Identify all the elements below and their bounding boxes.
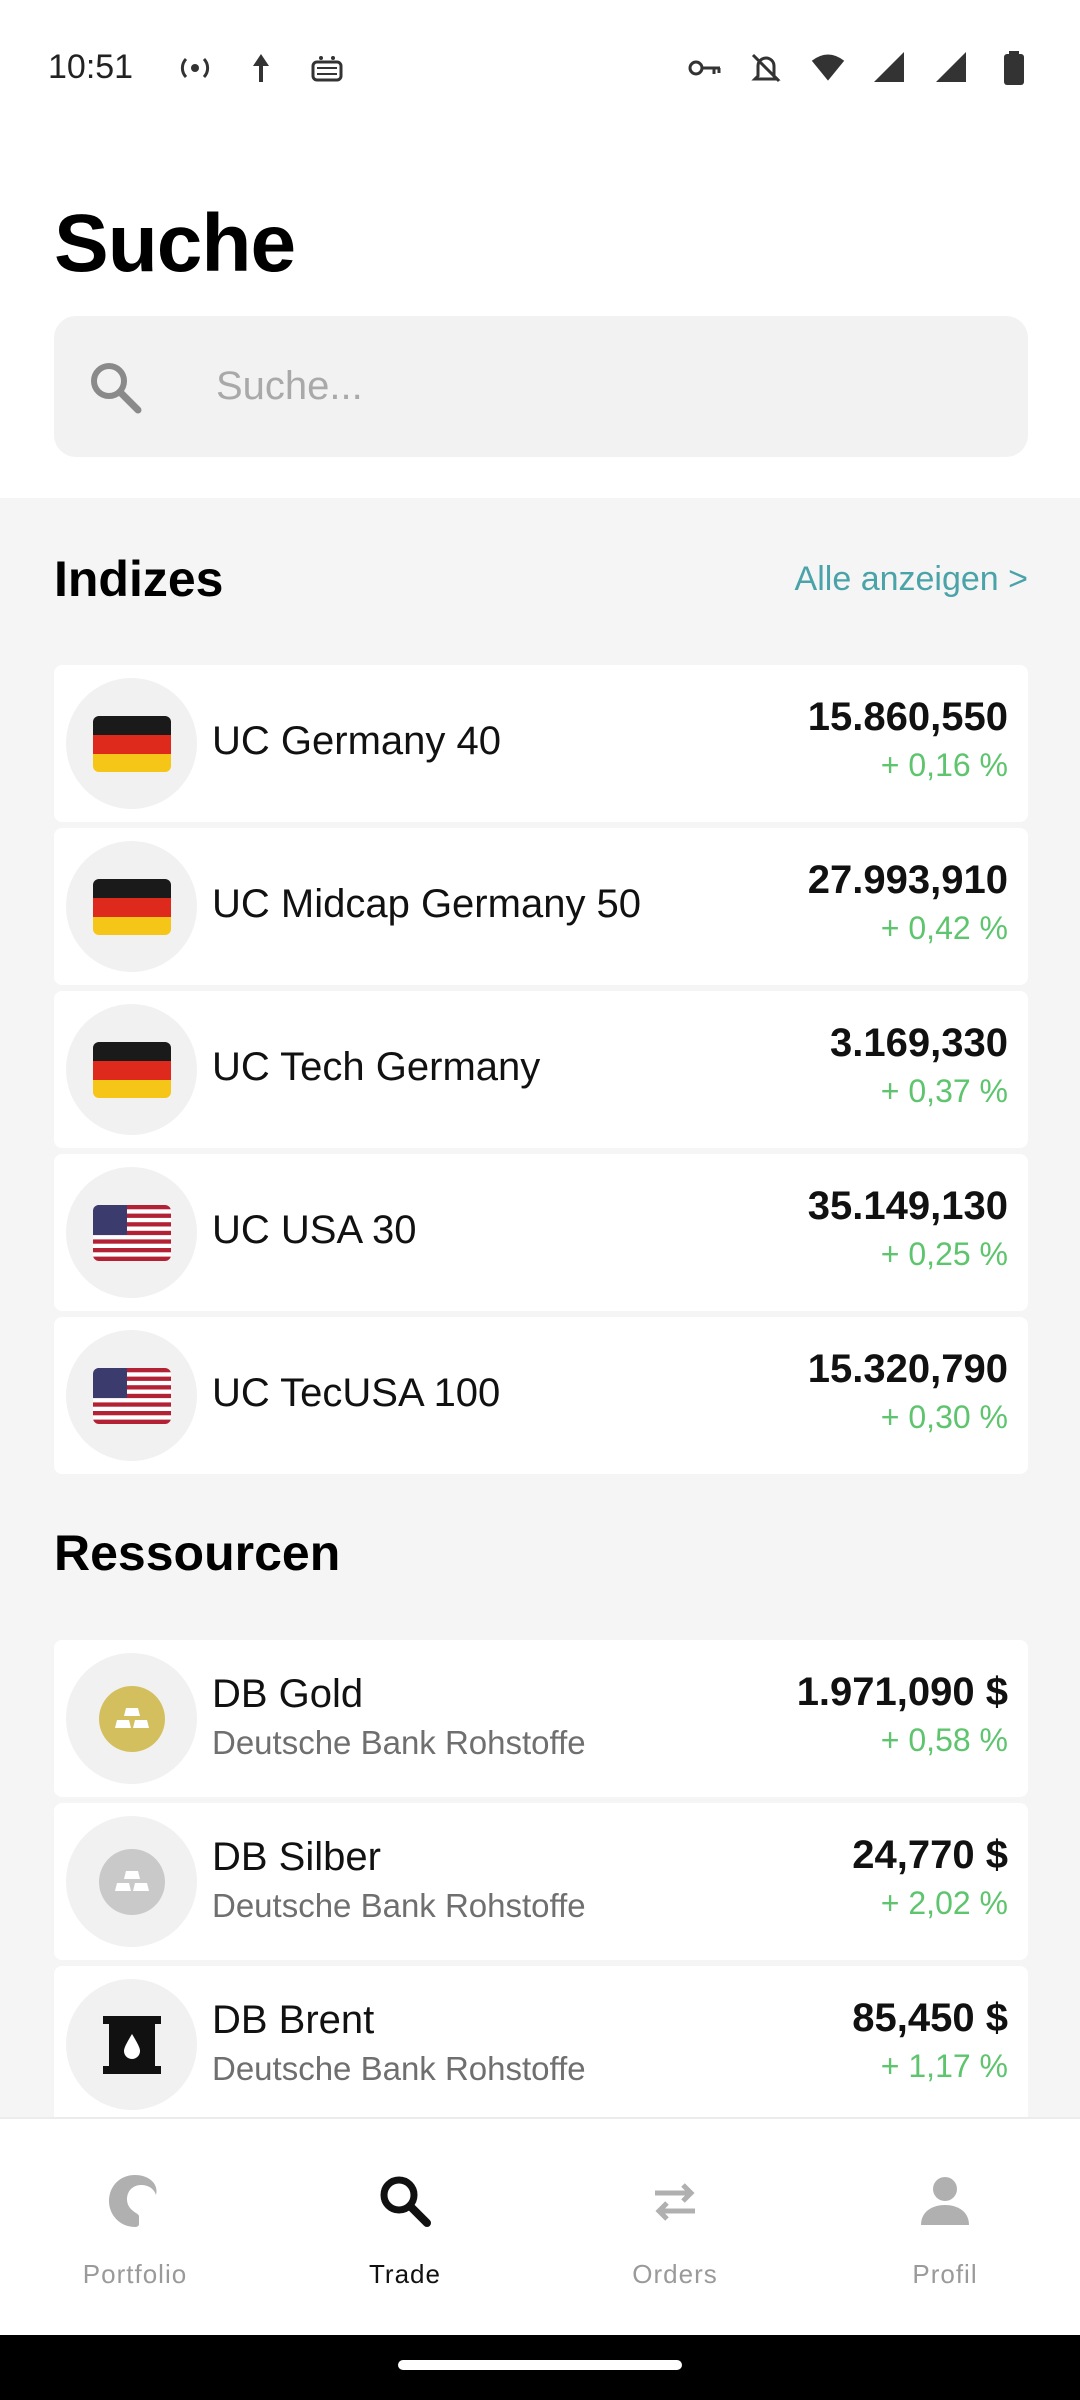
item-change: + 2,02 % bbox=[880, 1885, 1008, 1921]
item-subtitle: Deutsche Bank Rohstoffe bbox=[212, 1724, 586, 1761]
nav-label-profil: Profil bbox=[912, 2259, 978, 2289]
item-subtitle: Deutsche Bank Rohstoffe bbox=[212, 1887, 586, 1924]
section-title-indizes: Indizes bbox=[54, 551, 224, 607]
avatar bbox=[66, 841, 197, 972]
list-item[interactable]: UC USA 30 35.149,130 + 0,25 % bbox=[54, 1154, 1028, 1311]
battery-icon bbox=[996, 50, 1032, 86]
avatar bbox=[66, 1653, 197, 1784]
item-change: + 0,25 % bbox=[880, 1236, 1008, 1272]
cell-signal-2-icon bbox=[934, 50, 970, 86]
item-name: UC Midcap Germany 50 bbox=[212, 882, 642, 926]
bottom-nav: Portfolio Trade Orders Profil bbox=[0, 2117, 1080, 2335]
item-change: + 0,58 % bbox=[880, 1722, 1008, 1758]
item-price: 24,770 $ bbox=[852, 1833, 1008, 1877]
nav-orders[interactable]: Orders bbox=[540, 2119, 810, 2335]
nav-trade[interactable]: Trade bbox=[270, 2119, 540, 2335]
nav-portfolio[interactable]: Portfolio bbox=[0, 2119, 270, 2335]
germany-flag-icon bbox=[92, 878, 171, 935]
vpn-key-icon bbox=[686, 50, 722, 86]
list-item[interactable]: DB Gold Deutsche Bank Rohstoffe 1.971,09… bbox=[54, 1640, 1028, 1797]
portfolio-icon bbox=[109, 2175, 157, 2227]
item-name: DB Gold bbox=[212, 1672, 364, 1716]
notifications-off-icon bbox=[748, 50, 784, 86]
item-price: 1.971,090 $ bbox=[796, 1670, 1008, 1714]
header: Suche bbox=[0, 135, 1080, 498]
section-title-ressourcen: Ressourcen bbox=[54, 1525, 341, 1581]
search-input[interactable] bbox=[216, 346, 996, 426]
list-item[interactable]: UC TecUSA 100 15.320,790 + 0,30 % bbox=[54, 1317, 1028, 1474]
item-price: 3.169,330 bbox=[830, 1021, 1008, 1065]
germany-flag-icon bbox=[92, 715, 171, 772]
item-price: 27.993,910 bbox=[807, 858, 1008, 902]
gesture-bar bbox=[0, 2335, 1080, 2400]
item-subtitle: Deutsche Bank Rohstoffe bbox=[212, 2050, 586, 2087]
status-time: 10:51 bbox=[48, 48, 134, 86]
indices-list: UC Germany 40 15.860,550 + 0,16 % UC Mid… bbox=[54, 665, 1028, 1480]
item-name: UC TecUSA 100 bbox=[212, 1371, 501, 1415]
cell-signal-icon bbox=[872, 50, 908, 86]
item-name: UC USA 30 bbox=[212, 1208, 417, 1252]
item-price: 15.320,790 bbox=[807, 1347, 1008, 1391]
android-icon bbox=[309, 50, 345, 86]
germany-flag-icon bbox=[92, 1041, 171, 1098]
swap-arrows-icon bbox=[655, 2183, 695, 2221]
search-box[interactable] bbox=[54, 316, 1028, 457]
search-icon bbox=[380, 2176, 431, 2227]
avatar bbox=[66, 1167, 197, 1298]
hotspot-icon bbox=[177, 50, 213, 86]
item-name: UC Germany 40 bbox=[212, 719, 501, 763]
gold-bars-icon bbox=[98, 1685, 165, 1752]
list-item[interactable]: UC Tech Germany 3.169,330 + 0,37 % bbox=[54, 991, 1028, 1148]
nav-profil[interactable]: Profil bbox=[810, 2119, 1080, 2335]
item-change: + 0,37 % bbox=[880, 1073, 1008, 1109]
home-gesture-handle[interactable] bbox=[398, 2360, 682, 2370]
wifi-icon bbox=[810, 50, 846, 86]
avatar bbox=[66, 1004, 197, 1135]
item-change: + 0,16 % bbox=[880, 747, 1008, 783]
item-name: UC Tech Germany bbox=[212, 1045, 541, 1089]
status-bar: 10:51 bbox=[0, 0, 1080, 135]
item-name: DB Brent bbox=[212, 1998, 375, 2042]
item-price: 35.149,130 bbox=[807, 1184, 1008, 1228]
avatar bbox=[66, 1816, 197, 1947]
item-change: + 1,17 % bbox=[880, 2048, 1008, 2084]
oil-barrel-icon bbox=[102, 2015, 161, 2074]
item-change: + 0,42 % bbox=[880, 910, 1008, 946]
show-all-indices-link[interactable]: Alle anzeigen > bbox=[794, 560, 1028, 598]
nav-label-trade: Trade bbox=[369, 2259, 441, 2289]
list-item[interactable]: UC Midcap Germany 50 27.993,910 + 0,42 % bbox=[54, 828, 1028, 985]
nav-label-orders: Orders bbox=[632, 2259, 718, 2289]
item-price: 15.860,550 bbox=[807, 695, 1008, 739]
item-price: 85,450 $ bbox=[852, 1996, 1008, 2040]
resources-list: DB Gold Deutsche Bank Rohstoffe 1.971,09… bbox=[54, 1640, 1028, 2129]
usa-flag-icon bbox=[92, 1367, 171, 1424]
nav-label-portfolio: Portfolio bbox=[82, 2259, 188, 2289]
list-item[interactable]: DB Silber Deutsche Bank Rohstoffe 24,770… bbox=[54, 1803, 1028, 1960]
search-icon bbox=[91, 363, 142, 414]
list-item[interactable]: DB Brent Deutsche Bank Rohstoffe 85,450 … bbox=[54, 1966, 1028, 2123]
item-change: + 0,30 % bbox=[880, 1399, 1008, 1435]
item-name: DB Silber bbox=[212, 1835, 381, 1879]
avatar bbox=[66, 1979, 197, 2110]
person-icon bbox=[921, 2177, 969, 2225]
silver-bars-icon bbox=[98, 1848, 165, 1915]
usa-flag-icon bbox=[92, 1204, 171, 1261]
avatar bbox=[66, 678, 197, 809]
list-item[interactable]: UC Germany 40 15.860,550 + 0,16 % bbox=[54, 665, 1028, 822]
signal-up-icon bbox=[243, 50, 279, 86]
avatar bbox=[66, 1330, 197, 1461]
page-title: Suche bbox=[54, 198, 296, 289]
